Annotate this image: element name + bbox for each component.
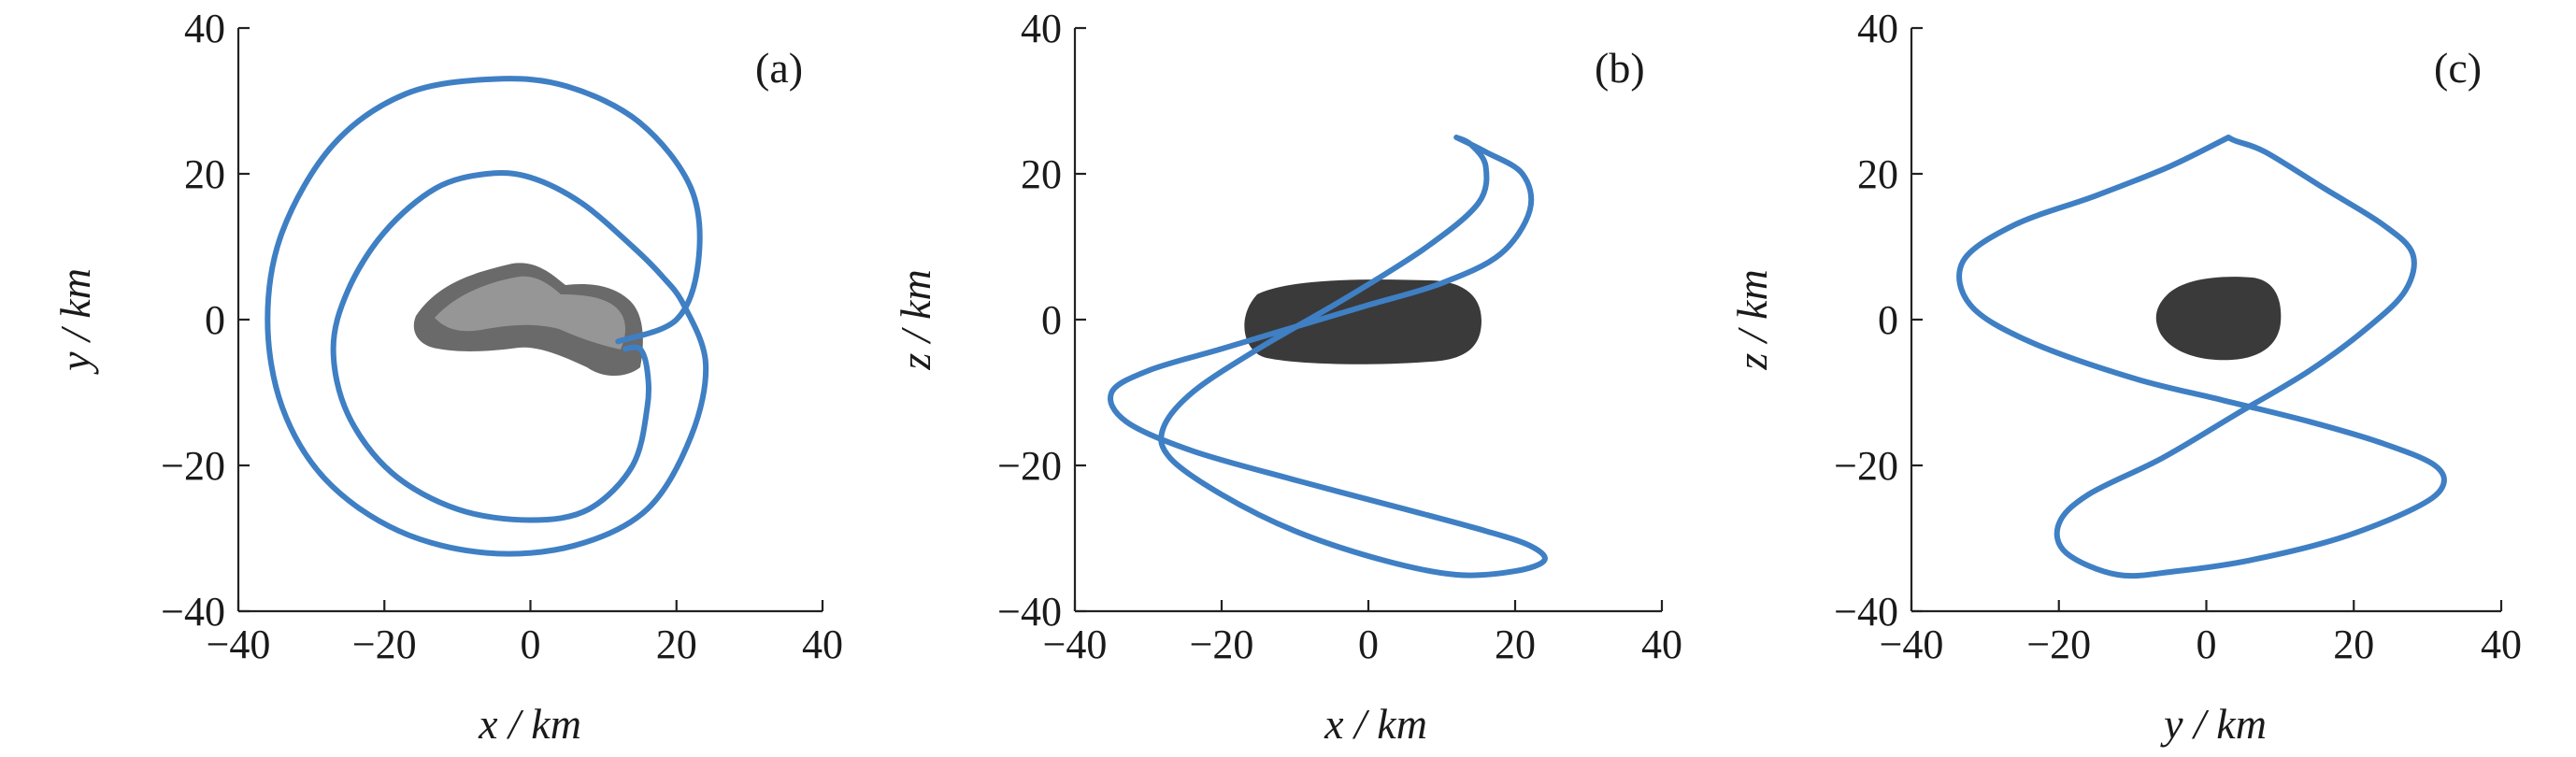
x-tick-label: 20 xyxy=(656,621,697,667)
x-tick-label: −40 xyxy=(1880,621,1944,667)
x-tick-label: −40 xyxy=(207,621,271,667)
x-tick-label: −20 xyxy=(352,621,417,667)
y-tick-label: 0 xyxy=(1041,297,1062,343)
y-tick-label: 20 xyxy=(1021,151,1062,197)
asteroid-body-xz xyxy=(1244,279,1481,364)
x-axis-label: x / km xyxy=(1324,700,1427,748)
y-tick-label: 40 xyxy=(184,6,225,51)
y-tick-label: −20 xyxy=(161,443,225,489)
x-axis-label: y / km xyxy=(2160,700,2267,748)
trajectory-line xyxy=(1108,135,1548,578)
x-tick-label: −40 xyxy=(1043,621,1108,667)
y-tick-label: −20 xyxy=(997,443,1062,489)
y-tick-label: 40 xyxy=(1021,6,1062,51)
x-axis-label: x / km xyxy=(478,700,581,748)
x-tick-label: 40 xyxy=(2481,621,2522,667)
y-axis-label: z / km xyxy=(892,269,939,370)
panel-b: (b) x / km z / km −40 −20 0 20 40 −40 −20 0 20 40 xyxy=(892,6,1682,748)
panel-label: (b) xyxy=(1595,44,1645,92)
y-tick-label: 0 xyxy=(1878,297,1898,343)
trajectory-line xyxy=(265,76,709,557)
asteroid-body-yz xyxy=(2155,277,2282,361)
x-tick-label: 40 xyxy=(1641,621,1682,667)
asteroid-shape xyxy=(1244,279,1481,364)
x-tick-label: 0 xyxy=(1358,621,1379,667)
panel-a: (a) x / km y / km −40 −20 0 20 40 −40 −20 0 20 40 xyxy=(51,6,843,748)
y-tick-label: 20 xyxy=(1857,151,1898,197)
panel-label: (c) xyxy=(2434,44,2482,92)
y-tick-label: −40 xyxy=(1834,589,1898,635)
trajectory-line xyxy=(1956,135,2447,579)
x-tick-label: 20 xyxy=(1495,621,1536,667)
x-tick-label: 0 xyxy=(2197,621,2217,667)
y-axis-label: y / km xyxy=(51,268,99,375)
panel-label: (a) xyxy=(755,44,803,92)
y-tick-label: 20 xyxy=(184,151,225,197)
y-axis-label: z / km xyxy=(1728,269,1776,370)
asteroid-shape xyxy=(2155,277,2282,361)
y-tick-label: −40 xyxy=(997,589,1062,635)
y-tick-label: −20 xyxy=(1834,443,1898,489)
x-tick-label: −20 xyxy=(1190,621,1254,667)
x-tick-label: −20 xyxy=(2026,621,2091,667)
y-tick-label: 0 xyxy=(205,297,225,343)
asteroid-body-xy xyxy=(413,263,643,376)
x-tick-label: 20 xyxy=(2333,621,2374,667)
asteroid-highlight xyxy=(435,276,625,350)
y-tick-label: −40 xyxy=(161,589,225,635)
panel-c: (c) y / km z / km −40 −20 0 20 40 −40 −20 0 20 40 xyxy=(1728,6,2522,748)
x-tick-label: 0 xyxy=(521,621,541,667)
x-tick-label: 40 xyxy=(802,621,843,667)
y-tick-label: 40 xyxy=(1857,6,1898,51)
